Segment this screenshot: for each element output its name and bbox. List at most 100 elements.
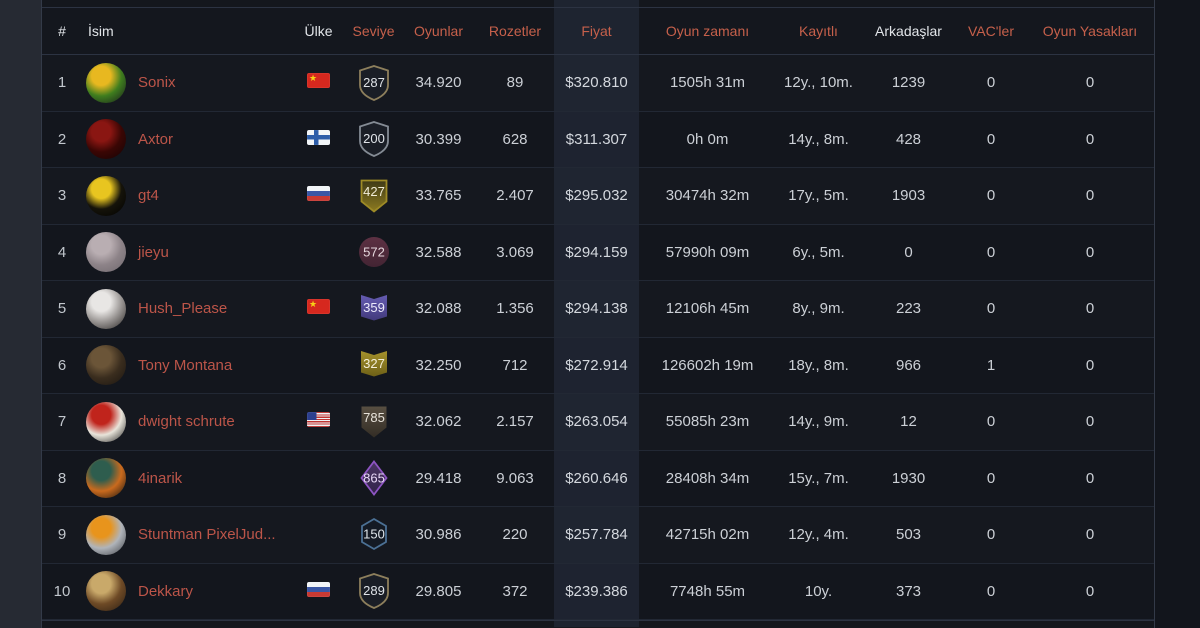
column-header-vac[interactable]: VAC'ler	[968, 23, 1014, 39]
player-cell: 4inarik	[82, 458, 291, 499]
badges-count: 89	[506, 74, 524, 92]
badges-count: 628	[502, 130, 528, 148]
column-header-playtime[interactable]: Oyun zamanı	[665, 23, 750, 39]
column-header-rank: #	[58, 23, 66, 39]
level-badge: 289	[357, 572, 391, 610]
game-bans-count: 0	[1085, 413, 1095, 431]
games-count: 29.805	[415, 582, 462, 600]
rank-value: 4	[57, 243, 67, 261]
player-name-link[interactable]: Hush_Please	[138, 300, 228, 318]
table-row-fragment-bottom	[42, 620, 1154, 627]
friends-count: 428	[895, 130, 922, 148]
player-avatar[interactable]	[86, 175, 126, 216]
price-column-highlight	[554, 621, 639, 627]
player-name-link[interactable]: Tony Montana	[138, 356, 233, 374]
friends-count: 0	[904, 243, 913, 261]
country-flag-ru[interactable]	[307, 186, 330, 202]
rank-value: 2	[57, 130, 67, 148]
friends-count: 966	[895, 356, 922, 374]
player-name-link[interactable]: Stuntman PixelJud...	[138, 526, 276, 544]
player-avatar[interactable]	[86, 345, 126, 386]
column-header-name[interactable]: İsim	[88, 23, 114, 39]
country-cell	[307, 581, 330, 601]
country-flag-fi[interactable]	[307, 129, 330, 145]
player-name-link[interactable]: dwight schrute	[138, 413, 235, 431]
player-avatar[interactable]	[86, 401, 126, 442]
player-avatar[interactable]	[86, 288, 126, 329]
game-bans-count: 0	[1085, 526, 1095, 544]
player-name-link[interactable]: 4inarik	[138, 469, 183, 487]
level-badge: 865	[357, 459, 391, 497]
country-flag-cn[interactable]	[307, 71, 330, 89]
registered-value: 15y., 7m.	[788, 469, 849, 487]
rank-value: 3	[57, 187, 67, 205]
column-header-registered[interactable]: Kayıtlı	[799, 23, 838, 39]
player-cell: Axtor	[82, 119, 291, 160]
svg-text:289: 289	[363, 583, 385, 598]
country-flag-cn[interactable]	[307, 297, 330, 315]
registered-value: 6y., 5m.	[792, 243, 845, 261]
playtime-value: 55085h 23m	[665, 413, 750, 431]
svg-text:427: 427	[363, 184, 385, 199]
country-flag-us[interactable]	[307, 412, 330, 428]
account-price: $311.307	[554, 111, 639, 167]
vac-count: 0	[986, 243, 996, 261]
player-avatar[interactable]	[86, 232, 126, 273]
player-avatar[interactable]	[86, 458, 126, 499]
games-count: 34.920	[415, 74, 462, 92]
account-price: $263.054	[554, 394, 639, 450]
player-cell: Tony Montana	[82, 345, 291, 386]
column-header-friends[interactable]: Arkadaşlar	[875, 23, 942, 39]
table-row: 3 gt4 427 33.765 2.407 $295.032 30474h 32m 17y.…	[42, 168, 1154, 225]
player-avatar[interactable]	[86, 514, 126, 555]
friends-count: 1930	[891, 469, 926, 487]
player-avatar[interactable]	[86, 119, 126, 160]
player-name-link[interactable]: Sonix	[138, 74, 176, 92]
player-name-link[interactable]: jieyu	[138, 243, 169, 261]
playtime-value: 126602h 19m	[661, 356, 754, 374]
column-header-country[interactable]: Ülke	[304, 23, 333, 39]
column-header-price[interactable]: Fiyat	[554, 8, 639, 54]
level-badge: 572	[357, 233, 391, 271]
playtime-value: 7748h 55m	[669, 582, 746, 600]
games-count: 32.062	[415, 413, 462, 431]
badges-count: 2.157	[496, 413, 534, 431]
vac-count: 0	[986, 74, 996, 92]
column-header-games[interactable]: Oyunlar	[413, 23, 464, 39]
table-row: 5 Hush_Please 359 32.088 1.356 $294.138 12106h…	[42, 281, 1154, 338]
registered-value: 14y., 9m.	[788, 413, 849, 431]
country-cell	[307, 297, 330, 318]
registered-value: 10y.	[804, 582, 833, 600]
player-avatar[interactable]	[86, 571, 126, 612]
playtime-value: 42715h 02m	[665, 526, 750, 544]
country-flag-ru[interactable]	[307, 581, 330, 597]
registered-value: 8y., 9m.	[792, 300, 845, 318]
badges-count: 2.407	[496, 187, 534, 205]
column-header-level[interactable]: Seviye	[352, 23, 395, 39]
svg-text:359: 359	[363, 300, 385, 315]
level-badge: 200	[357, 120, 391, 158]
rank-value: 5	[57, 300, 67, 318]
svg-text:287: 287	[363, 75, 385, 90]
player-name-link[interactable]: Dekkary	[138, 582, 194, 600]
column-header-badges[interactable]: Rozetler	[488, 23, 542, 39]
game-bans-count: 0	[1085, 356, 1095, 374]
registered-value: 12y., 10m.	[784, 74, 853, 92]
registered-value: 17y., 5m.	[788, 187, 849, 205]
table-row: 9 Stuntman PixelJud... 150 30.986 220 $257.78…	[42, 507, 1154, 564]
country-cell	[307, 129, 330, 149]
games-count: 32.588	[415, 243, 462, 261]
svg-text:150: 150	[363, 526, 385, 541]
level-badge: 327	[357, 346, 391, 384]
vac-count: 0	[986, 300, 996, 318]
player-name-link[interactable]: Axtor	[138, 130, 174, 148]
games-count: 33.765	[415, 187, 462, 205]
vac-count: 0	[986, 469, 996, 487]
player-name-link[interactable]: gt4	[138, 187, 159, 205]
svg-text:785: 785	[363, 410, 385, 425]
player-avatar[interactable]	[86, 62, 126, 103]
level-badge: 427	[357, 177, 391, 215]
table-row: 7 dwight schrute 785 32.062 2.157 $263.054 550…	[42, 394, 1154, 451]
column-header-game_bans[interactable]: Oyun Yasakları	[1042, 23, 1138, 39]
friends-count: 373	[895, 582, 922, 600]
